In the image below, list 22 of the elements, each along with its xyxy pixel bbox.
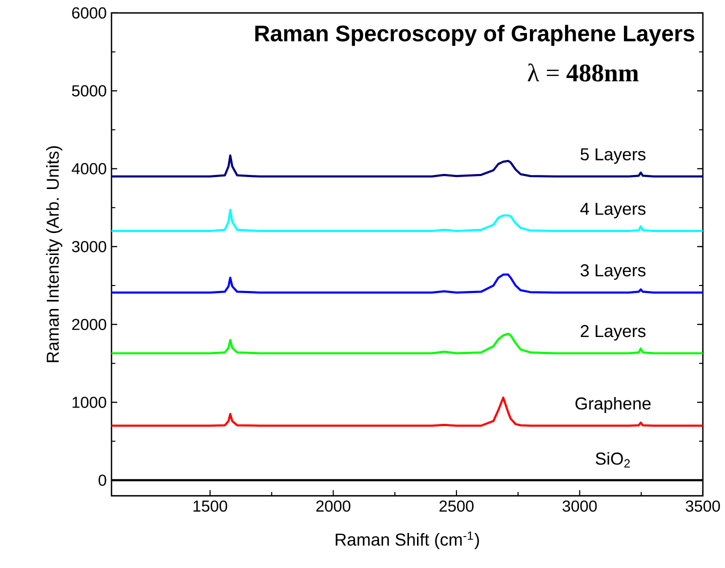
y-tick-label: 2000 [72, 318, 106, 330]
y-tick-label: 5000 [72, 84, 106, 96]
y-tick-label: 3000 [72, 240, 106, 252]
series-label: 4 Layers [580, 202, 646, 218]
x-tick-label: 2500 [440, 500, 474, 512]
chart-title: Raman Specroscopy of Graphene Layers [255, 24, 694, 46]
annotation: λ = 488nm [528, 63, 639, 82]
series-label: 3 Layers [580, 264, 646, 280]
y-tick-label: 4000 [72, 162, 106, 174]
series-label: SiO$_{2}$ [596, 452, 630, 468]
x-tick-label: 3500 [686, 500, 720, 512]
x-tick-label: 2000 [316, 500, 350, 512]
y-tick-label: 1000 [72, 396, 106, 408]
series-label: 5 Layers [580, 148, 646, 164]
x-axis-title: Raman Shift (cm$^{-1}$) [336, 531, 479, 549]
y-axis-title: Raman Intensity (Arb. Units) [46, 146, 62, 362]
y-tick-label: 6000 [72, 7, 106, 18]
y-tick-label: 0 [98, 474, 106, 486]
x-tick-label: 1500 [194, 500, 228, 512]
x-tick-label: 3000 [562, 500, 597, 512]
series-label: Graphene [576, 396, 651, 413]
series-label: 2 Layers [580, 324, 646, 340]
